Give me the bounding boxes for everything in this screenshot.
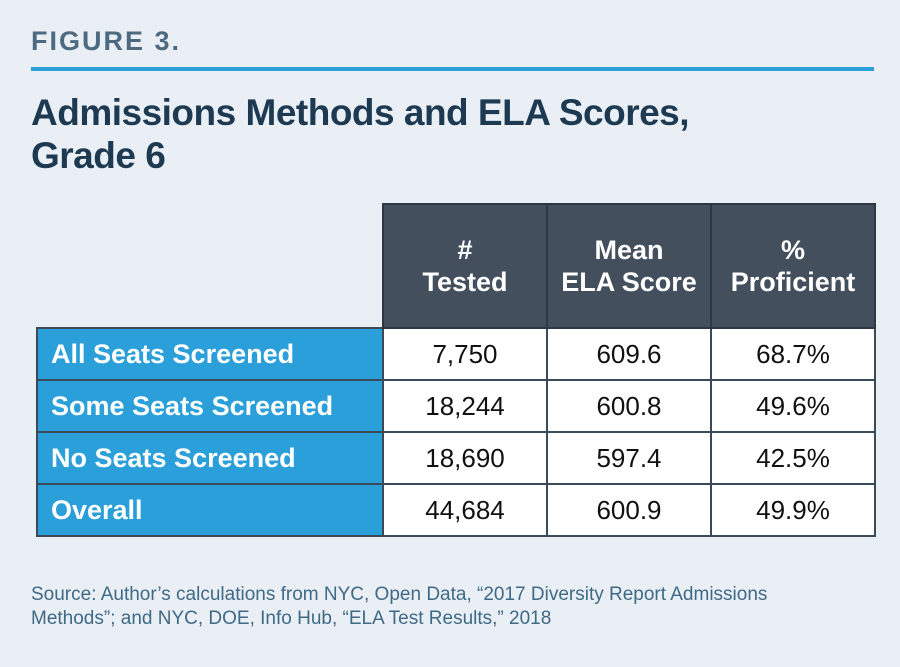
table-row: Some Seats Screened 18,244 600.8 49.6%: [36, 379, 876, 433]
data-table: # Tested Mean ELA Score % Proficient All…: [36, 203, 876, 537]
divider-rule: [31, 67, 874, 71]
header-tested-line2: Tested: [422, 267, 508, 297]
row-label: Overall: [36, 483, 384, 537]
row-label: All Seats Screened: [36, 327, 384, 381]
cell-tested: 44,684: [382, 483, 548, 537]
cell-proficient: 68.7%: [710, 327, 876, 381]
header-blank-cell: [37, 204, 383, 328]
row-label: Some Seats Screened: [36, 379, 384, 433]
source-note: Source: Author’s calculations from NYC, …: [31, 583, 871, 631]
cell-tested: 18,690: [382, 431, 548, 485]
header-tested: # Tested: [382, 203, 548, 329]
source-line-2: Methods”; and NYC, DOE, Info Hub, “ELA T…: [31, 608, 552, 629]
title-line-2: Grade 6: [31, 135, 166, 176]
header-proficient-line1: %: [780, 235, 805, 265]
source-line-1: Source: Author’s calculations from NYC, …: [31, 584, 768, 605]
cell-proficient: 49.6%: [710, 379, 876, 433]
row-label: No Seats Screened: [36, 431, 384, 485]
header-mean-line2: ELA Score: [561, 267, 697, 297]
cell-tested: 7,750: [382, 327, 548, 381]
cell-mean: 609.6: [546, 327, 712, 381]
figure-label: FIGURE 3.: [31, 26, 182, 56]
table-row: All Seats Screened 7,750 609.6 68.7%: [36, 327, 876, 381]
cell-mean: 600.8: [546, 379, 712, 433]
header-mean-line1: Mean: [594, 235, 664, 265]
header-mean-ela: Mean ELA Score: [546, 203, 712, 329]
title-line-1: Admissions Methods and ELA Scores,: [31, 92, 690, 133]
figure-title: Admissions Methods and ELA Scores, Grade…: [31, 91, 871, 177]
header-proficient: % Proficient: [710, 203, 876, 329]
cell-proficient: 49.9%: [710, 483, 876, 537]
header-tested-line1: #: [457, 235, 473, 265]
cell-tested: 18,244: [382, 379, 548, 433]
table-row: No Seats Screened 18,690 597.4 42.5%: [36, 431, 876, 485]
cell-mean: 597.4: [546, 431, 712, 485]
cell-proficient: 42.5%: [710, 431, 876, 485]
cell-mean: 600.9: [546, 483, 712, 537]
table-row: Overall 44,684 600.9 49.9%: [36, 483, 876, 537]
header-proficient-line2: Proficient: [730, 267, 856, 297]
header-row: # Tested Mean ELA Score % Proficient: [37, 203, 876, 329]
